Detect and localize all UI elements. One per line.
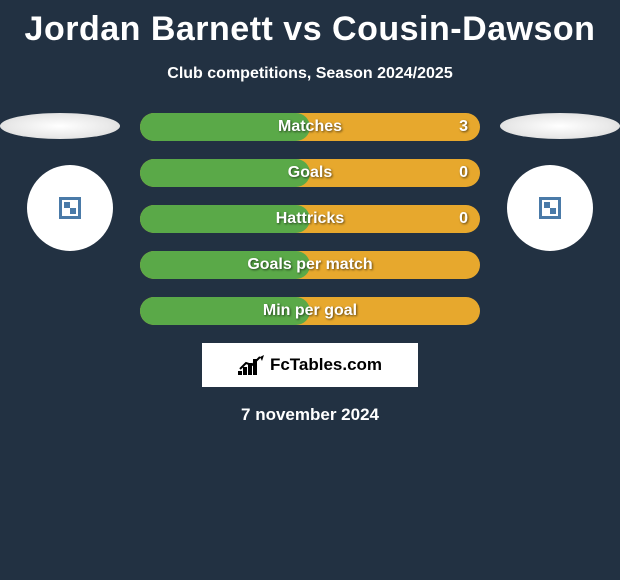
stat-label: Goals <box>140 159 480 187</box>
stat-label: Hattricks <box>140 205 480 233</box>
player2-placeholder-icon <box>539 197 561 219</box>
player1-placeholder-icon <box>59 197 81 219</box>
player2-avatar <box>507 165 593 251</box>
subtitle: Club competitions, Season 2024/2025 <box>0 65 620 83</box>
stat-row: Hattricks0 <box>140 205 480 233</box>
stat-label: Min per goal <box>140 297 480 325</box>
player1-avatar <box>27 165 113 251</box>
player2-halo <box>500 113 620 139</box>
player2-value: 3 <box>459 113 468 141</box>
snapshot-date: 7 november 2024 <box>0 405 620 425</box>
brand-badge: FcTables.com <box>202 343 418 387</box>
stat-label: Goals per match <box>140 251 480 279</box>
comparison-panel: Matches3Goals0Hattricks0Goals per matchM… <box>0 113 620 425</box>
stat-row: Goals0 <box>140 159 480 187</box>
stat-row: Matches3 <box>140 113 480 141</box>
player1-halo <box>0 113 120 139</box>
player2-value: 0 <box>459 205 468 233</box>
player2-value: 0 <box>459 159 468 187</box>
stat-row: Min per goal <box>140 297 480 325</box>
brand-logo-icon <box>238 355 264 375</box>
brand-text: FcTables.com <box>270 355 382 375</box>
stat-row: Goals per match <box>140 251 480 279</box>
stat-label: Matches <box>140 113 480 141</box>
page-title: Jordan Barnett vs Cousin-Dawson <box>0 0 620 49</box>
